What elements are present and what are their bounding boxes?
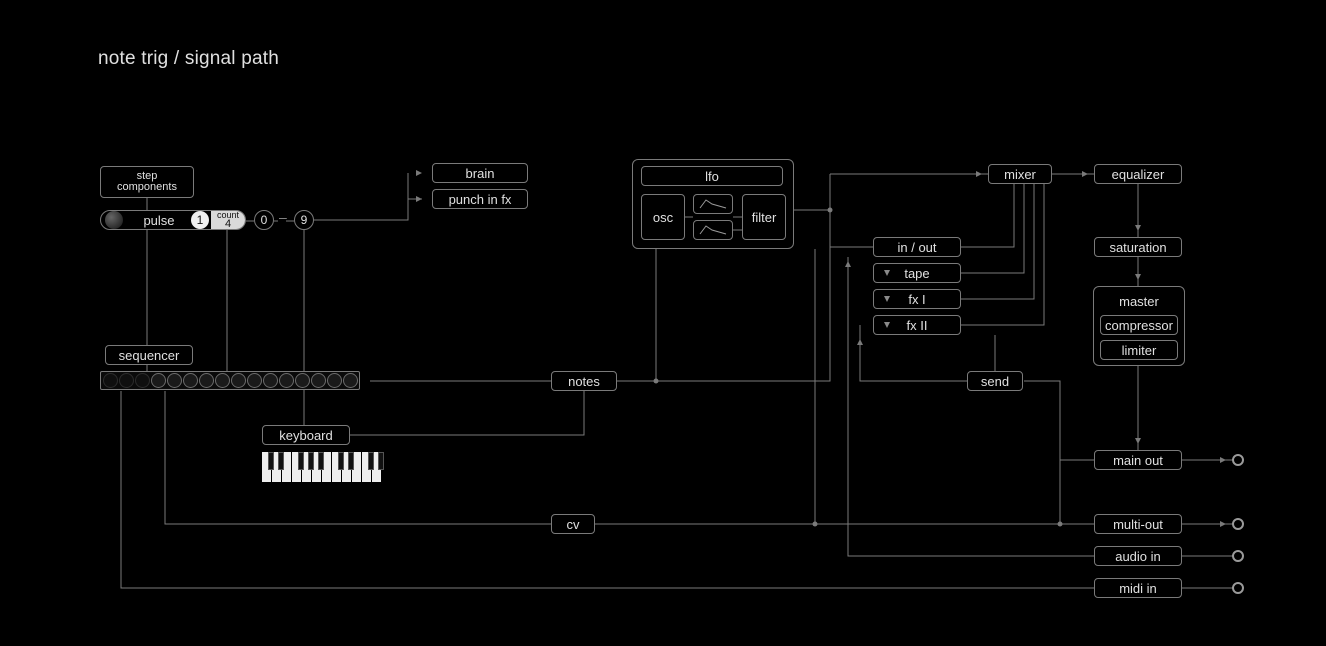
notes-box: notes [551, 371, 617, 391]
midi-in-jack [1232, 582, 1244, 594]
down-arrow-icon [884, 296, 890, 302]
multi-out-jack [1232, 518, 1244, 530]
page-title: note trig / signal path [98, 48, 279, 70]
seq-step [295, 373, 310, 388]
down-arrow-icon [884, 270, 890, 276]
in-out-box: in / out [873, 237, 961, 257]
sequencer-strip [100, 371, 360, 390]
range-nine: 9 [294, 210, 314, 230]
seq-step [183, 373, 198, 388]
seq-step [327, 373, 342, 388]
env-2-box [693, 220, 733, 240]
pulse-index: 1 [191, 211, 209, 229]
step-components-box: stepcomponents [100, 166, 194, 198]
seq-step [103, 373, 118, 388]
seq-step [247, 373, 262, 388]
seq-step [231, 373, 246, 388]
multi-out-box: multi-out [1094, 514, 1182, 534]
osc-box: osc [641, 194, 685, 240]
envelope-icon [698, 224, 728, 236]
mixer-box: mixer [988, 164, 1052, 184]
pulse-module: pulse 1 count 4 [100, 210, 246, 230]
pulse-count-block: count 4 [211, 211, 245, 229]
seq-step [135, 373, 150, 388]
equalizer-box: equalizer [1094, 164, 1182, 184]
diagram-stage: note trig / signal path stepcomponents p… [0, 0, 1326, 646]
seq-step [167, 373, 182, 388]
pulse-count-value: 4 [225, 220, 231, 229]
main-out-box: main out [1094, 450, 1182, 470]
envelope-icon [698, 198, 728, 210]
range-zero: 0 [254, 210, 274, 230]
master-label: master [1100, 292, 1178, 310]
limiter-box: limiter [1100, 340, 1178, 360]
down-arrow-icon [884, 322, 890, 328]
seq-step [199, 373, 214, 388]
env-1-box [693, 194, 733, 214]
midi-in-box: midi in [1094, 578, 1182, 598]
keyboard-box: keyboard [262, 425, 350, 445]
keyboard-black-keys-icon [262, 452, 382, 470]
brain-box: brain [432, 163, 528, 183]
audio-in-box: audio in [1094, 546, 1182, 566]
seq-step [343, 373, 358, 388]
cv-box: cv [551, 514, 595, 534]
main-out-jack [1232, 454, 1244, 466]
seq-step [263, 373, 278, 388]
seq-step [119, 373, 134, 388]
seq-step [311, 373, 326, 388]
compressor-box: compressor [1100, 315, 1178, 335]
filter-box: filter [742, 194, 786, 240]
seq-step [279, 373, 294, 388]
lfo-box: lfo [641, 166, 783, 186]
sequencer-box: sequencer [105, 345, 193, 365]
punch-in-fx-box: punch in fx [432, 189, 528, 209]
audio-in-jack [1232, 550, 1244, 562]
seq-step [151, 373, 166, 388]
pulse-label: pulse [127, 213, 191, 228]
send-box: send [967, 371, 1023, 391]
range-dash: – [279, 209, 287, 225]
seq-step [215, 373, 230, 388]
saturation-box: saturation [1094, 237, 1182, 257]
pulse-knob-icon [105, 211, 123, 229]
